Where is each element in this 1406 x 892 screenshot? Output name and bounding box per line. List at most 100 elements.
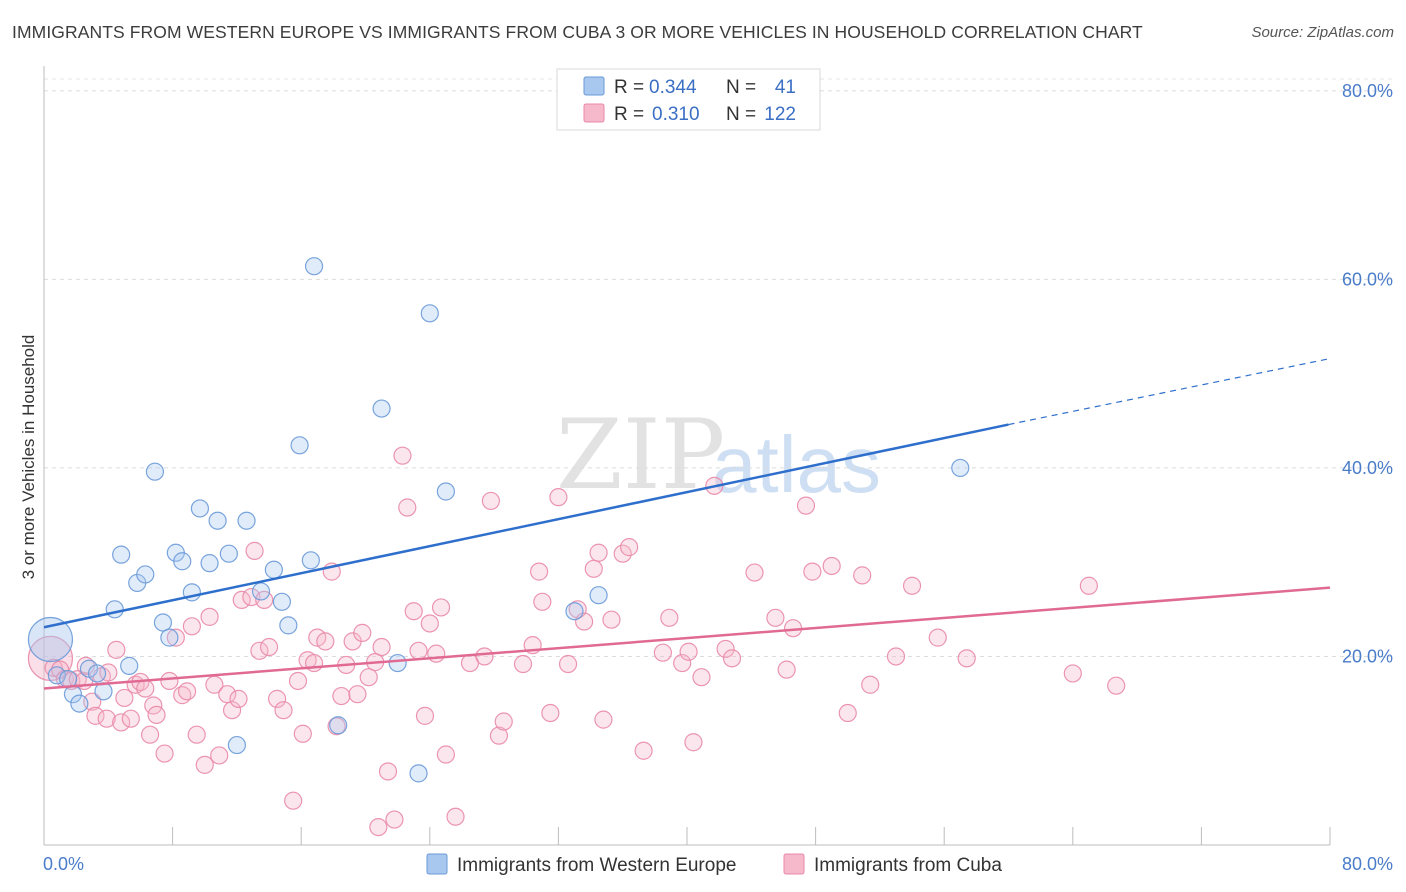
cuba-point: [420, 614, 439, 633]
western-europe-point: [264, 560, 283, 579]
cuba-point: [692, 668, 711, 687]
cuba-point: [369, 817, 388, 837]
western-europe-point: [219, 544, 238, 563]
axes: [43, 66, 1331, 846]
trend-lines: [43, 357, 1331, 690]
western-europe-point: [436, 482, 455, 501]
western-europe-point: [27, 616, 74, 663]
western-europe-point: [227, 735, 246, 755]
x-tick-labels: 0.0% 80.0%: [43, 854, 1393, 874]
western-europe-point: [409, 764, 428, 783]
cuba-point: [558, 654, 578, 674]
stats-n-label-1: N =: [726, 77, 756, 98]
cuba-point: [902, 576, 922, 595]
cuba-point: [259, 637, 279, 657]
cuba-point: [200, 607, 219, 626]
cuba-point: [853, 566, 872, 585]
cuba-point: [660, 608, 679, 627]
cuba-point: [679, 642, 698, 661]
cuba-point: [160, 671, 179, 691]
cuba-point: [182, 617, 201, 636]
cuba-point: [1063, 664, 1082, 683]
cuba-point: [250, 641, 269, 660]
cuba-point: [115, 688, 134, 708]
cuba-point: [494, 712, 513, 731]
cuba-point: [195, 755, 214, 774]
stats-n-value-2: 122: [764, 104, 796, 125]
y-tick-label: 80.0%: [1342, 81, 1393, 101]
series-western-europe-points: [27, 257, 970, 783]
cuba-point: [684, 733, 703, 752]
western-europe-point: [190, 499, 210, 518]
western-europe-point: [160, 628, 179, 647]
western-europe-point: [120, 656, 139, 675]
cuba-point: [147, 705, 166, 725]
cuba-point: [177, 682, 197, 701]
cuba-point: [293, 724, 312, 743]
cuba-point: [766, 608, 785, 627]
cuba-point: [589, 543, 608, 562]
trend-line-western-europe: [43, 423, 1009, 629]
cuba-point: [187, 725, 206, 744]
cuba-point: [475, 647, 494, 666]
cuba-point: [112, 713, 131, 732]
cuba-point: [140, 725, 160, 744]
y-axis-label: 3 or more Vehicles in Household: [19, 335, 38, 580]
cuba-point: [288, 671, 308, 691]
watermark-zip: ZIP: [556, 399, 725, 511]
cuba-point: [348, 685, 367, 704]
cuba-point: [431, 598, 451, 617]
cuba-point: [796, 496, 816, 515]
cuba-point: [393, 446, 412, 465]
western-europe-point: [173, 552, 192, 571]
series-legend-label-western-europe: Immigrants from Western Europe: [457, 855, 736, 876]
stats-r-value-1: 0.344: [649, 77, 697, 98]
cuba-point: [1107, 676, 1126, 695]
cuba-point: [803, 562, 822, 581]
western-europe-point: [272, 592, 292, 611]
western-europe-point: [105, 600, 124, 619]
cuba-point: [404, 602, 423, 621]
cuba-point: [155, 744, 174, 763]
western-europe-point: [47, 666, 66, 685]
cuba-point: [861, 675, 880, 694]
cuba-point: [385, 810, 404, 829]
cuba-point: [229, 689, 248, 708]
source-credit: Source: ZipAtlas.com: [1251, 24, 1394, 41]
grid: [44, 78, 1392, 657]
western-europe-point: [279, 616, 298, 635]
x-tick-label-min: 0.0%: [43, 854, 84, 874]
cuba-point: [210, 746, 229, 765]
y-tick-labels: 20.0% 40.0% 60.0% 80.0%: [1342, 81, 1393, 667]
cuba-point: [267, 689, 287, 708]
cuba-point: [530, 562, 549, 581]
western-europe-point: [565, 602, 584, 621]
cuba-point: [620, 538, 639, 557]
cuba-point: [398, 498, 417, 517]
cuba-point: [634, 741, 653, 760]
cuba-point: [284, 791, 303, 810]
cuba-point: [613, 544, 632, 563]
cuba-point: [378, 762, 398, 781]
western-europe-point: [589, 586, 608, 605]
cuba-point: [957, 649, 976, 668]
cuba-point: [436, 745, 455, 764]
watermark: ZIP atlas: [556, 399, 881, 511]
series-legend-label-cuba: Immigrants from Cuba: [814, 855, 1002, 876]
stats-r-value-2: 0.310: [652, 104, 700, 125]
western-europe-point: [112, 545, 131, 564]
western-europe-point: [145, 462, 165, 481]
cuba-point: [316, 632, 335, 651]
cuba-point: [745, 563, 764, 582]
trend-line-cuba: [43, 586, 1331, 690]
cuba-point: [594, 710, 613, 729]
cuba-point: [86, 706, 105, 725]
trend-line-western-europe-extension: [1008, 357, 1331, 426]
cuba-point: [107, 640, 126, 659]
stats-n-value-1: 41: [775, 77, 796, 98]
cuba-point: [274, 701, 293, 720]
cuba-point: [359, 668, 378, 687]
western-europe-point: [251, 582, 271, 601]
cuba-point: [489, 726, 509, 745]
chart-title: IMMIGRANTS FROM WESTERN EUROPE VS IMMIGR…: [12, 22, 1143, 42]
